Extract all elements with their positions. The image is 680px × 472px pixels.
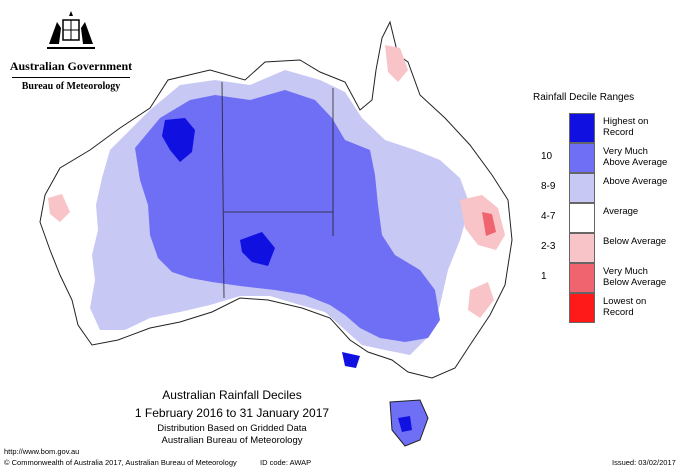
below-average-patch-qld xyxy=(460,195,505,250)
legend-swatch xyxy=(569,113,595,143)
legend-swatch xyxy=(569,203,595,233)
border-wa xyxy=(221,81,225,299)
legend-row: Lowest on Record xyxy=(533,293,673,323)
below-average-patch-cape xyxy=(385,45,408,82)
legend-label: Above Average xyxy=(603,176,668,187)
legend-code: 8-9 xyxy=(541,181,556,192)
map-title: Australian Rainfall Deciles xyxy=(162,388,302,402)
government-name: Australian Government xyxy=(9,59,133,73)
legend-rows: Highest on Record 10 Very Much Above Avera… xyxy=(533,113,673,323)
legend-swatch xyxy=(569,263,595,293)
legend-swatch xyxy=(569,293,595,323)
branding-divider xyxy=(12,77,130,78)
legend-row: Highest on Record xyxy=(533,113,673,143)
legend-code: 2-3 xyxy=(541,241,556,252)
below-average-patch-west xyxy=(48,194,70,222)
map-title-block: Australian Rainfall Deciles 1 February 2… xyxy=(112,388,352,446)
legend-label: Average xyxy=(603,206,639,217)
footer-id-code: ID code: AWAP xyxy=(260,458,312,467)
map-legend: Rainfall Decile Ranges Highest on Record… xyxy=(533,92,673,323)
very-much-below-average-patch xyxy=(482,212,496,236)
map-date-range: 1 February 2016 to 31 January 2017 xyxy=(134,406,330,420)
highest-on-record-patch-south xyxy=(342,352,360,368)
legend-swatch xyxy=(569,233,595,263)
legend-swatch xyxy=(569,143,595,173)
legend-label: Very Much Above Average xyxy=(603,146,668,168)
legend-title: Rainfall Decile Ranges xyxy=(533,92,635,103)
footer-url: http://www.bom.gov.au xyxy=(4,447,80,456)
coat-of-arms-icon xyxy=(47,11,95,49)
tasmania-highest-patch xyxy=(398,416,412,432)
legend-row: 10 Very Much Above Average xyxy=(533,143,673,173)
footer-issued: Issued: 03/02/2017 xyxy=(612,458,676,467)
legend-code: 1 xyxy=(541,271,547,282)
legend-row: 4-7 Average xyxy=(533,203,673,233)
legend-swatch xyxy=(569,173,595,203)
agency-name: Bureau of Meteorology xyxy=(21,81,121,92)
footer-copyright: © Commonwealth of Australia 2017, Austra… xyxy=(4,458,237,467)
legend-row: 1 Very Much Below Average xyxy=(533,263,673,293)
highest-on-record-patch-wa xyxy=(162,118,195,162)
legend-row: 2-3 Below Average xyxy=(533,233,673,263)
government-branding: Australian Government Bureau of Meteorol… xyxy=(6,10,136,92)
legend-label: Lowest on Record xyxy=(603,296,647,318)
very-much-above-average-region xyxy=(135,90,440,342)
legend-code: 4-7 xyxy=(541,211,556,222)
legend-label: Highest on Record xyxy=(603,116,649,138)
legend-code: 10 xyxy=(541,151,553,162)
legend-label: Below Average xyxy=(603,236,667,247)
legend-row: 8-9 Above Average xyxy=(533,173,673,203)
map-method: Distribution Based on Gridded Data xyxy=(157,423,307,434)
map-source: Australian Bureau of Meteorology xyxy=(161,435,303,446)
legend-label: Very Much Below Average xyxy=(603,266,667,288)
below-average-patch-nsw xyxy=(468,282,494,318)
highest-on-record-patch-sa xyxy=(240,232,275,266)
